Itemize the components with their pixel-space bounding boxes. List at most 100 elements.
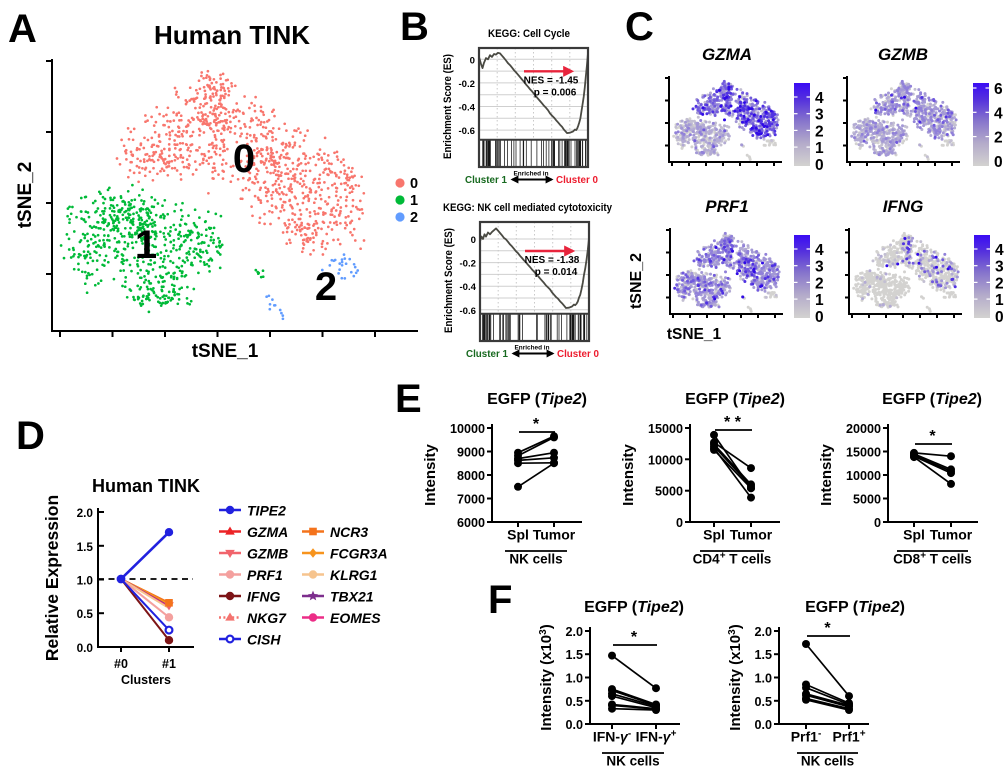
svg-text:C: C <box>625 5 654 49</box>
svg-text:0: 0 <box>874 516 881 530</box>
svg-text:EGFP (Tipe2): EGFP (Tipe2) <box>487 391 587 408</box>
svg-text:GZMB: GZMB <box>247 546 288 562</box>
svg-text:Relative Expression: Relative Expression <box>42 495 62 661</box>
svg-text:Intensity (x103): Intensity (x103) <box>727 624 745 730</box>
svg-text:Enriched in: Enriched in <box>514 171 549 178</box>
svg-text:1.0: 1.0 <box>565 672 583 686</box>
svg-text:1: 1 <box>815 292 824 309</box>
svg-text:Cluster 1: Cluster 1 <box>466 349 508 360</box>
svg-text:Enrichment Score (ES): Enrichment Score (ES) <box>442 54 454 159</box>
svg-text:-0.6: -0.6 <box>459 306 476 317</box>
svg-text:0: 0 <box>470 55 475 66</box>
svg-text:EGFP (Tipe2): EGFP (Tipe2) <box>685 391 785 408</box>
svg-text:NCR3: NCR3 <box>330 524 368 540</box>
svg-text:*: * <box>824 620 831 637</box>
svg-text:2: 2 <box>815 123 824 140</box>
svg-text:tSNE_2: tSNE_2 <box>15 162 36 229</box>
svg-text:Clusters: Clusters <box>121 673 171 687</box>
svg-text:4: 4 <box>994 105 1003 122</box>
svg-text:Tumor: Tumor <box>533 527 576 543</box>
svg-text:0.0: 0.0 <box>565 718 583 732</box>
svg-text:Cluster 1: Cluster 1 <box>465 175 507 186</box>
svg-text:KEGG: NK cell mediated cytotox: KEGG: NK cell mediated cytotoxicity <box>443 202 613 214</box>
svg-text:0: 0 <box>995 309 1004 326</box>
svg-text:1: 1 <box>815 140 824 157</box>
svg-text:*: * <box>533 416 540 433</box>
svg-text:EGFP (Tipe2): EGFP (Tipe2) <box>805 599 905 616</box>
svg-text:1: 1 <box>995 292 1004 309</box>
svg-text:15000: 15000 <box>648 422 683 436</box>
svg-text:-0.6: -0.6 <box>458 126 475 137</box>
svg-text:0: 0 <box>994 154 1003 171</box>
svg-text:EGFP (Tipe2): EGFP (Tipe2) <box>584 599 684 616</box>
svg-text:p = 0.014: p = 0.014 <box>535 267 578 278</box>
svg-text:Enrichment Score (ES): Enrichment Score (ES) <box>443 228 455 333</box>
svg-text:6000: 6000 <box>457 516 485 530</box>
svg-text:TBX21: TBX21 <box>330 589 374 605</box>
svg-text:NK cells: NK cells <box>606 754 659 769</box>
svg-text:Human TINK: Human TINK <box>154 20 310 50</box>
svg-text:Intensity (x103): Intensity (x103) <box>538 624 556 730</box>
svg-text:9000: 9000 <box>457 446 485 460</box>
svg-text:IFN-γ-: IFN-γ- <box>593 728 631 745</box>
svg-text:PRF1: PRF1 <box>247 567 283 583</box>
svg-text:Human TINK: Human TINK <box>92 476 200 496</box>
svg-text:F: F <box>488 578 512 622</box>
svg-text:* *: * * <box>724 414 742 431</box>
svg-text:Tumor: Tumor <box>730 527 773 543</box>
svg-text:NK cells: NK cells <box>509 552 562 567</box>
svg-text:0: 0 <box>676 516 683 530</box>
svg-text:GZMB: GZMB <box>878 45 928 64</box>
svg-text:4: 4 <box>815 90 824 107</box>
svg-text:1.5: 1.5 <box>565 648 583 662</box>
svg-text:2: 2 <box>815 275 824 292</box>
svg-text:Spl: Spl <box>703 527 725 543</box>
svg-text:NKG7: NKG7 <box>247 610 287 626</box>
svg-text:GZMA: GZMA <box>702 45 752 64</box>
svg-text:15000: 15000 <box>846 446 881 460</box>
svg-text:tSNE_2: tSNE_2 <box>628 253 645 309</box>
svg-text:0: 0 <box>815 157 824 174</box>
svg-text:NK cells: NK cells <box>801 754 854 769</box>
svg-text:7000: 7000 <box>457 493 485 507</box>
svg-text:1.0: 1.0 <box>754 672 772 686</box>
svg-text:Cluster 0: Cluster 0 <box>556 175 598 186</box>
svg-text:-0.4: -0.4 <box>459 282 476 293</box>
svg-text:#1: #1 <box>162 657 176 671</box>
svg-text:tSNE_1: tSNE_1 <box>192 341 259 362</box>
svg-text:B: B <box>400 5 429 49</box>
svg-text:E: E <box>395 377 422 421</box>
svg-text:0: 0 <box>815 309 824 326</box>
svg-text:0: 0 <box>410 176 418 192</box>
svg-text:IFNG: IFNG <box>883 197 924 216</box>
svg-text:KLRG1: KLRG1 <box>330 567 378 583</box>
svg-text:CISH: CISH <box>247 632 281 648</box>
svg-text:Spl: Spl <box>507 527 529 543</box>
svg-text:TIPE2: TIPE2 <box>247 503 286 519</box>
svg-text:5000: 5000 <box>853 493 881 507</box>
svg-text:0.0: 0.0 <box>754 718 772 732</box>
svg-text:Intensity: Intensity <box>422 444 439 506</box>
svg-text:Prf1-: Prf1- <box>791 728 822 745</box>
svg-text:0: 0 <box>471 235 476 246</box>
svg-text:PRF1: PRF1 <box>705 197 748 216</box>
svg-text:0: 0 <box>233 137 255 181</box>
svg-text:3: 3 <box>995 259 1004 276</box>
svg-text:IFN-γ+: IFN-γ+ <box>636 728 677 745</box>
svg-text:D: D <box>16 414 45 458</box>
svg-text:0.5: 0.5 <box>754 695 772 709</box>
svg-text:2.0: 2.0 <box>565 625 583 639</box>
svg-text:Intensity: Intensity <box>818 444 835 506</box>
svg-text:FCGR3A: FCGR3A <box>330 546 388 562</box>
svg-text:tSNE_1: tSNE_1 <box>667 326 722 343</box>
svg-text:KEGG: Cell Cycle: KEGG: Cell Cycle <box>488 28 570 40</box>
svg-text:6: 6 <box>994 81 1003 98</box>
svg-text:2.0: 2.0 <box>77 506 94 520</box>
svg-text:0.0: 0.0 <box>77 641 94 655</box>
svg-text:2.0: 2.0 <box>754 625 772 639</box>
svg-text:-0.2: -0.2 <box>459 259 476 270</box>
svg-text:1.5: 1.5 <box>754 648 772 662</box>
svg-text:8000: 8000 <box>457 469 485 483</box>
svg-text:GZMA: GZMA <box>247 524 288 540</box>
svg-text:Prf1+: Prf1+ <box>832 728 865 745</box>
